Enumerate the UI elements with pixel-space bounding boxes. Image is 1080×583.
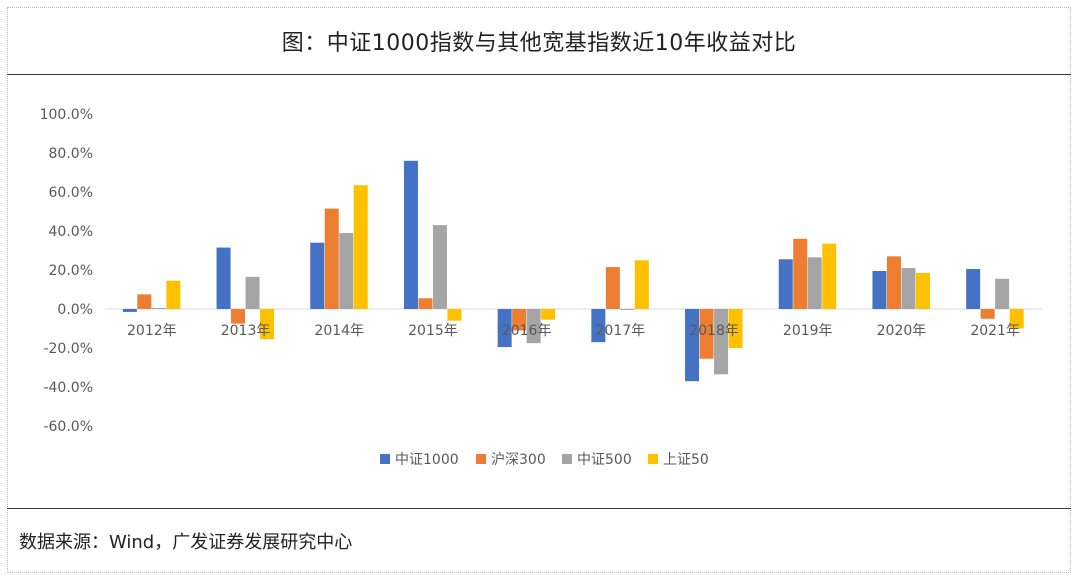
bar	[166, 280, 181, 309]
y-tick-label: -20.0%	[43, 341, 93, 357]
y-tick-label: -60.0%	[43, 419, 93, 435]
y-tick-label: 60.0%	[49, 185, 93, 201]
y-tick-label: 40.0%	[49, 224, 93, 240]
x-tick-label: 2018年	[689, 323, 739, 339]
bars	[122, 160, 1024, 382]
x-tick-label: 2013年	[221, 323, 271, 339]
legend: 中证1000 沪深300 中证500 上证50	[380, 452, 709, 468]
bar	[447, 309, 462, 321]
x-tick-label: 2020年	[877, 323, 927, 339]
legend-label: 中证500	[577, 452, 632, 468]
bar	[403, 160, 418, 309]
bar	[216, 247, 231, 309]
bar	[137, 294, 152, 309]
bar	[778, 259, 793, 309]
legend-label: 沪深300	[491, 452, 546, 468]
bar	[793, 238, 808, 309]
chart-area: 100.0% 80.0% 60.0% 40.0% 20.0% 0.0% -20.0% -40.…	[7, 76, 1071, 508]
bar	[151, 308, 166, 309]
legend-swatch	[562, 454, 572, 464]
bar	[995, 278, 1010, 309]
x-tick-label: 2016年	[502, 323, 552, 339]
bar	[1009, 309, 1024, 329]
bar	[605, 267, 620, 309]
bar	[245, 276, 260, 309]
legend-swatch	[380, 454, 390, 464]
bar	[432, 225, 447, 309]
bar	[728, 309, 743, 348]
x-tick-label: 2019年	[783, 323, 833, 339]
y-tick-label: 20.0%	[49, 263, 93, 279]
bar	[122, 309, 137, 312]
source-bar: 数据来源：Wind，广发证券发展研究中心	[7, 508, 1071, 573]
bar	[685, 309, 700, 382]
bar	[634, 260, 649, 309]
x-axis-ticks: 2012年 2013年 2014年 2015年 2016年 2017年 2018年 2019年…	[127, 323, 1020, 339]
bar	[310, 242, 325, 309]
bar	[872, 270, 887, 309]
bar	[497, 309, 512, 348]
bar	[353, 185, 368, 309]
y-tick-label: -40.0%	[43, 380, 93, 396]
title-bar: 图：中证1000指数与其他宽基指数近10年收益对比	[7, 7, 1071, 75]
x-tick-label: 2017年	[596, 323, 646, 339]
y-tick-label: 0.0%	[57, 302, 93, 318]
legend-swatch	[476, 454, 486, 464]
chart-title: 图：中证1000指数与其他宽基指数近10年收益对比	[281, 30, 797, 56]
bar	[807, 257, 822, 309]
bar	[980, 309, 995, 319]
x-tick-label: 2015年	[408, 323, 458, 339]
bar	[339, 232, 354, 309]
bar	[512, 309, 527, 331]
bar	[541, 309, 556, 320]
bar	[526, 309, 541, 344]
bar	[822, 243, 837, 309]
bar	[966, 269, 981, 309]
source-note: 数据来源：Wind，广发证券发展研究中心	[19, 532, 353, 553]
legend-swatch	[648, 454, 658, 464]
bar	[260, 309, 275, 340]
x-tick-label: 2012年	[127, 323, 177, 339]
y-axis-ticks: 100.0% 80.0% 60.0% 40.0% 20.0% 0.0% -20.0% -40.…	[40, 107, 93, 435]
legend-label: 中证1000	[395, 452, 459, 468]
y-tick-label: 100.0%	[40, 107, 93, 123]
bar	[620, 309, 635, 310]
bar	[418, 298, 433, 309]
figure-frame	[7, 7, 1071, 573]
bar	[886, 256, 901, 309]
legend-label: 上证50	[663, 452, 709, 468]
bar	[324, 208, 339, 309]
bar	[915, 272, 930, 309]
y-tick-label: 80.0%	[49, 146, 93, 162]
x-tick-label: 2021年	[970, 323, 1020, 339]
bar	[591, 309, 606, 343]
bar-chart: 100.0% 80.0% 60.0% 40.0% 20.0% 0.0% -20.0% -40.…	[40, 107, 1042, 468]
bar	[901, 268, 916, 309]
bar	[699, 309, 714, 359]
bar	[714, 309, 729, 375]
bar	[231, 309, 246, 324]
x-tick-label: 2014年	[314, 323, 364, 339]
